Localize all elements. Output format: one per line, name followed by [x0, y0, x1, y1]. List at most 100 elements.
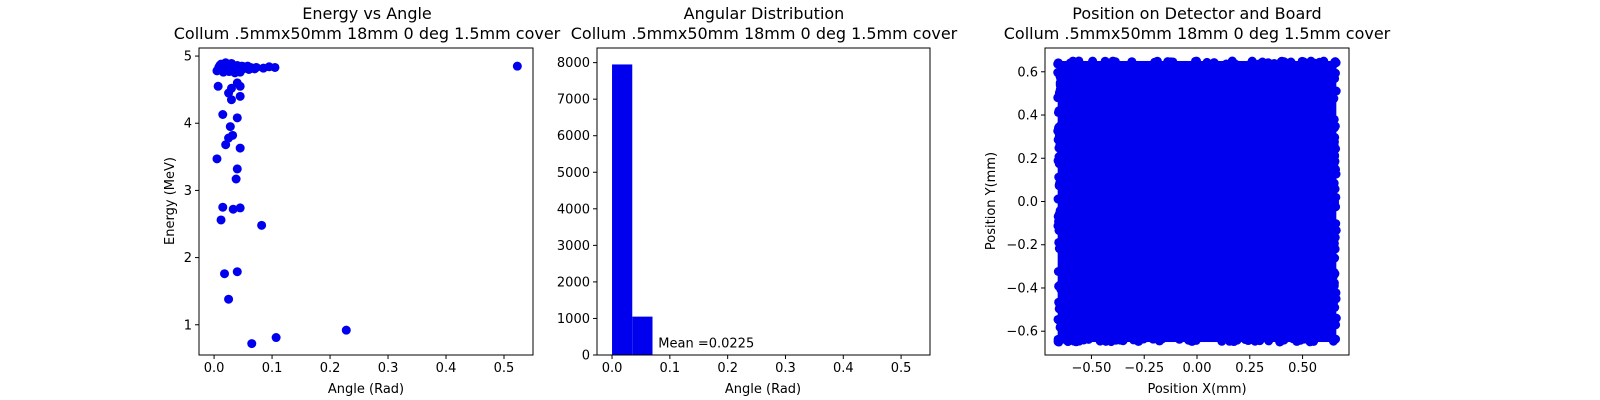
- ytick-label: 5: [184, 50, 192, 65]
- scatter-point: [235, 91, 245, 101]
- scatter-point: [1331, 225, 1341, 235]
- scatter-point: [1329, 334, 1339, 344]
- xtick-label: 0.25: [1235, 361, 1264, 376]
- scatter-point: [1053, 267, 1063, 277]
- scatter-point: [1292, 336, 1302, 346]
- scatter-point: [1148, 334, 1158, 344]
- scatter-point: [1053, 221, 1063, 231]
- panel2-xlabel: Angle (Rad): [725, 382, 801, 397]
- scatter-point: [1329, 114, 1339, 124]
- scatter-point: [226, 95, 236, 105]
- scatter-point: [1063, 337, 1073, 347]
- scatter-point: [271, 333, 281, 343]
- xtick-label: 0.4: [833, 361, 854, 376]
- panel1-yticks: 1 2 3 4 5: [184, 50, 199, 333]
- scatter-point: [1269, 58, 1279, 68]
- scatter-point: [1319, 56, 1329, 66]
- scatter-point: [1255, 59, 1265, 69]
- ytick-label: 2000: [557, 275, 590, 290]
- scatter-point: [1329, 281, 1339, 291]
- panel3-title: Position on Detector and Board: [1072, 4, 1321, 23]
- xtick-label: −0.50: [1072, 361, 1112, 376]
- scatter-point: [1055, 280, 1065, 290]
- dense-point-cloud: [1057, 60, 1337, 343]
- scatter-point: [1331, 288, 1341, 298]
- scatter-point: [225, 122, 235, 132]
- scatter-point: [231, 174, 241, 184]
- ytick-label: 6000: [557, 129, 590, 144]
- scatter-point: [1331, 313, 1341, 323]
- xtick-label: −0.25: [1124, 361, 1164, 376]
- scatter-point: [1053, 58, 1063, 68]
- scatter-point: [1329, 137, 1339, 147]
- panel1-subtitle: Collum .5mmx50mm 18mm 0 deg 1.5mm cover: [174, 24, 561, 43]
- scatter-point: [257, 220, 267, 230]
- scatter-point: [226, 58, 236, 68]
- scatter-point: [1152, 56, 1162, 66]
- scatter-point: [232, 267, 242, 277]
- scatter-point: [1100, 56, 1110, 66]
- scatter-point: [232, 113, 242, 123]
- scatter-point: [1330, 184, 1340, 194]
- panel2-axes-frame: [596, 47, 931, 356]
- scatter-point: [235, 81, 245, 91]
- scatter-point: [1330, 144, 1340, 154]
- panel3-yticks: −0.6 −0.4 −0.2 0.0 0.2 0.4 0.6: [1006, 65, 1045, 340]
- scatter-point: [1191, 335, 1201, 345]
- histogram-bar: [632, 316, 653, 355]
- scatter-point: [1331, 320, 1341, 330]
- scatter-point: [1055, 322, 1065, 332]
- xtick-label: 0.5: [494, 361, 515, 376]
- panel1-xlabel: Angle (Rad): [328, 382, 404, 397]
- ytick-label: 3: [184, 184, 192, 199]
- scatter-point: [218, 110, 228, 120]
- scatter-point: [216, 215, 226, 225]
- position-panel: Position on Detector and Board Collum .5…: [984, 4, 1391, 397]
- panel3-xlabel: Position X(mm): [1147, 382, 1246, 397]
- ytick-label: 8000: [557, 56, 590, 71]
- ytick-label: −0.6: [1006, 325, 1038, 340]
- ytick-label: 0.6: [1017, 65, 1038, 80]
- scatter-point: [1054, 106, 1064, 116]
- mean-annotation: Mean =0.0225: [658, 337, 754, 352]
- scatter-point: [1054, 155, 1064, 165]
- ytick-label: 5000: [557, 166, 590, 181]
- xtick-label: 0.1: [262, 361, 283, 376]
- scatter-point: [1275, 337, 1285, 347]
- scatter-point: [1054, 237, 1064, 247]
- xtick-label: 0.3: [775, 361, 796, 376]
- scatter-point: [1054, 143, 1064, 153]
- scatter-point: [512, 61, 522, 71]
- scatter-point: [1248, 57, 1258, 67]
- scatter-point: [1331, 202, 1341, 212]
- scatter-point: [1088, 56, 1098, 66]
- ytick-label: 4000: [557, 202, 590, 217]
- scatter-point: [1184, 335, 1194, 345]
- ytick-label: 0.4: [1017, 109, 1038, 124]
- scatter-point: [1055, 206, 1065, 216]
- scatter-point: [1329, 244, 1339, 254]
- ytick-label: 0.2: [1017, 152, 1038, 167]
- histogram-bar: [612, 64, 633, 356]
- ytick-label: 1: [184, 318, 192, 333]
- ytick-label: 2: [184, 251, 192, 266]
- scatter-point: [1079, 335, 1089, 345]
- scatter-point: [1054, 297, 1064, 307]
- xtick-label: 0.50: [1288, 361, 1317, 376]
- scatter-point: [1217, 335, 1227, 345]
- xtick-label: 0.2: [320, 361, 341, 376]
- xtick-label: 0.1: [660, 361, 681, 376]
- xtick-label: 0.00: [1183, 361, 1212, 376]
- scatter-point: [213, 81, 223, 91]
- scatter-point: [1224, 334, 1234, 344]
- ytick-label: −0.2: [1006, 238, 1038, 253]
- xtick-label: 0.4: [436, 361, 457, 376]
- scatter-point: [1055, 84, 1065, 94]
- ytick-label: 7000: [557, 93, 590, 108]
- scatter-point: [212, 154, 222, 164]
- scatter-point: [1053, 93, 1063, 103]
- scatter-point: [235, 203, 245, 213]
- ytick-label: 4: [184, 117, 192, 132]
- scatter-point: [1328, 271, 1338, 281]
